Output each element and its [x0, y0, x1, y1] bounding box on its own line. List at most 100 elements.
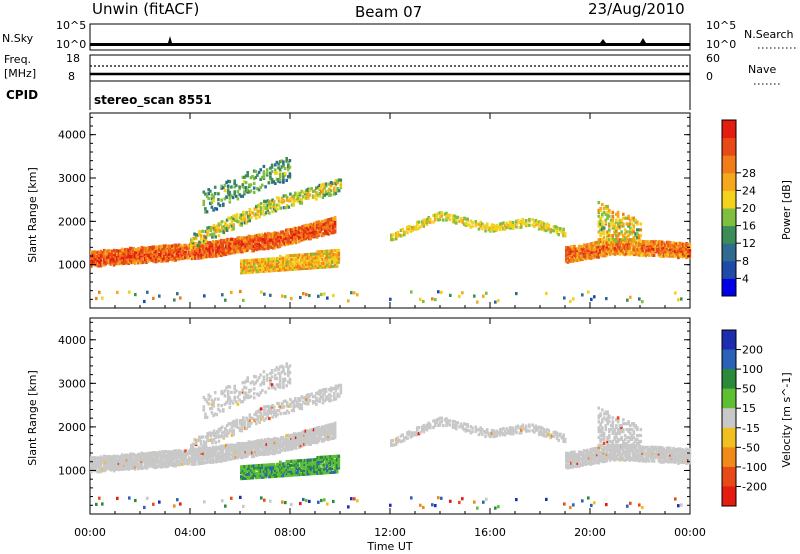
velocity-echo-cell	[240, 419, 243, 423]
velocity-echo-cell	[294, 432, 298, 436]
velocity-echo-cell	[569, 450, 573, 454]
velocity-echo-cell	[148, 455, 152, 460]
power-echo-cell	[140, 248, 143, 252]
power-echo-cell	[442, 218, 445, 222]
power-echo-cell	[604, 246, 607, 250]
velocity-echo-cell	[216, 459, 220, 463]
power-echo-cell	[143, 248, 147, 252]
power-echo-cell	[294, 238, 298, 242]
velocity-echo-cell	[303, 401, 307, 405]
power-echo-cell	[293, 235, 296, 239]
power-echo-cell	[515, 219, 518, 223]
power-echo-cell	[291, 227, 295, 232]
velocity-echo-cell	[218, 459, 221, 463]
velocity-echo-cell	[327, 425, 330, 429]
velocity-echo-cell	[569, 461, 573, 465]
power-echo-cell	[324, 182, 328, 186]
velocity-echo-cell	[207, 439, 211, 443]
velocity-echo-cell	[581, 450, 584, 454]
power-echo-cell	[544, 224, 547, 228]
power-echo-cell	[300, 189, 304, 193]
power-echo-cell	[207, 192, 210, 196]
velocity-echo-cell	[195, 454, 199, 458]
power-echo-cell	[249, 260, 253, 264]
power-echo-cell	[316, 252, 319, 256]
velocity-echo-cell	[298, 433, 301, 437]
power-echo-cell	[159, 259, 163, 263]
power-echo-cell	[326, 255, 329, 259]
power-echo-cell	[539, 222, 543, 227]
power-echo-cell	[103, 263, 106, 267]
power-echo-cell	[214, 230, 217, 234]
power-echo-cell	[667, 252, 670, 256]
power-echo-cell	[196, 243, 200, 248]
power-echo-cell	[194, 243, 198, 247]
velocity-echo-cell	[163, 452, 166, 456]
power-echo-cell	[331, 259, 334, 263]
velocity-echo-cell	[146, 454, 150, 458]
velocity-echo-cell	[150, 451, 153, 455]
power-echo-cell	[601, 232, 604, 236]
velocity-echo-cell	[285, 437, 288, 441]
power-echo-cell	[269, 206, 273, 210]
power-echo-cell	[587, 247, 591, 251]
velocity-echo-cell	[323, 392, 326, 396]
velocity-echo-cell	[148, 463, 152, 467]
power-echo-cell	[244, 244, 247, 248]
power-echo-cell	[597, 244, 601, 248]
power-echo-cell	[682, 249, 685, 253]
power-echo-cell	[602, 244, 605, 248]
power-echo-cell	[464, 222, 468, 226]
velocity-echo-cell	[130, 461, 134, 465]
velocity-echo-cell	[148, 451, 152, 455]
power-echo-cell	[129, 249, 132, 253]
power-echo-cell	[230, 290, 233, 294]
power-echo-cell	[109, 255, 113, 259]
power-echo-cell	[191, 241, 195, 245]
power-echo-cell	[200, 246, 204, 250]
power-echo-cell	[251, 258, 254, 262]
power-echo-cell	[302, 224, 306, 228]
power-echo-cell	[274, 209, 278, 213]
power-echo-cell	[528, 223, 531, 227]
power-echo-cell	[290, 254, 293, 258]
power-echo-cell	[168, 252, 171, 256]
velocity-echo-cell	[327, 435, 330, 439]
power-echo-cell	[246, 262, 250, 267]
velocity-echo-cell	[618, 452, 622, 456]
power-echo-cell	[217, 198, 220, 202]
velocity-echo-cell	[280, 436, 283, 440]
power-echo-cell	[153, 248, 156, 252]
power-echo-cell	[669, 251, 672, 255]
velocity-echo-cell	[566, 464, 570, 468]
velocity-echo-cell	[208, 446, 212, 450]
power-echo-cell	[329, 253, 332, 257]
power-echo-cell	[607, 249, 610, 254]
power-echo-cell	[595, 249, 599, 253]
power-echo-cell	[617, 241, 620, 245]
velocity-echo-cell	[137, 462, 140, 466]
power-echo-cell	[306, 229, 309, 233]
power-echo-cell	[574, 251, 578, 255]
power-echo-cell	[276, 196, 279, 200]
power-echo-cell	[641, 244, 644, 248]
power-echo-cell	[309, 235, 312, 239]
power-echo-cell	[267, 269, 271, 273]
power-echo-cell	[688, 252, 692, 256]
power-echo-cell	[615, 240, 618, 244]
power-echo-cell	[627, 224, 630, 228]
velocity-echo-cell	[247, 449, 251, 453]
power-echo-cell	[190, 257, 194, 261]
velocity-echo-cell	[613, 456, 617, 460]
power-echo-cell	[337, 254, 341, 258]
power-echo-cell	[233, 179, 236, 183]
power-echo-cell	[582, 243, 586, 247]
power-echo-cell	[599, 250, 602, 254]
power-echo-cell	[591, 245, 594, 249]
velocity-echo-cell	[205, 449, 208, 453]
velocity-echo-cell	[240, 429, 243, 433]
power-echo-cell	[111, 257, 114, 261]
velocity-echo-cell	[217, 428, 221, 432]
power-echo-cell	[272, 242, 275, 246]
power-echo-cell	[592, 255, 596, 259]
